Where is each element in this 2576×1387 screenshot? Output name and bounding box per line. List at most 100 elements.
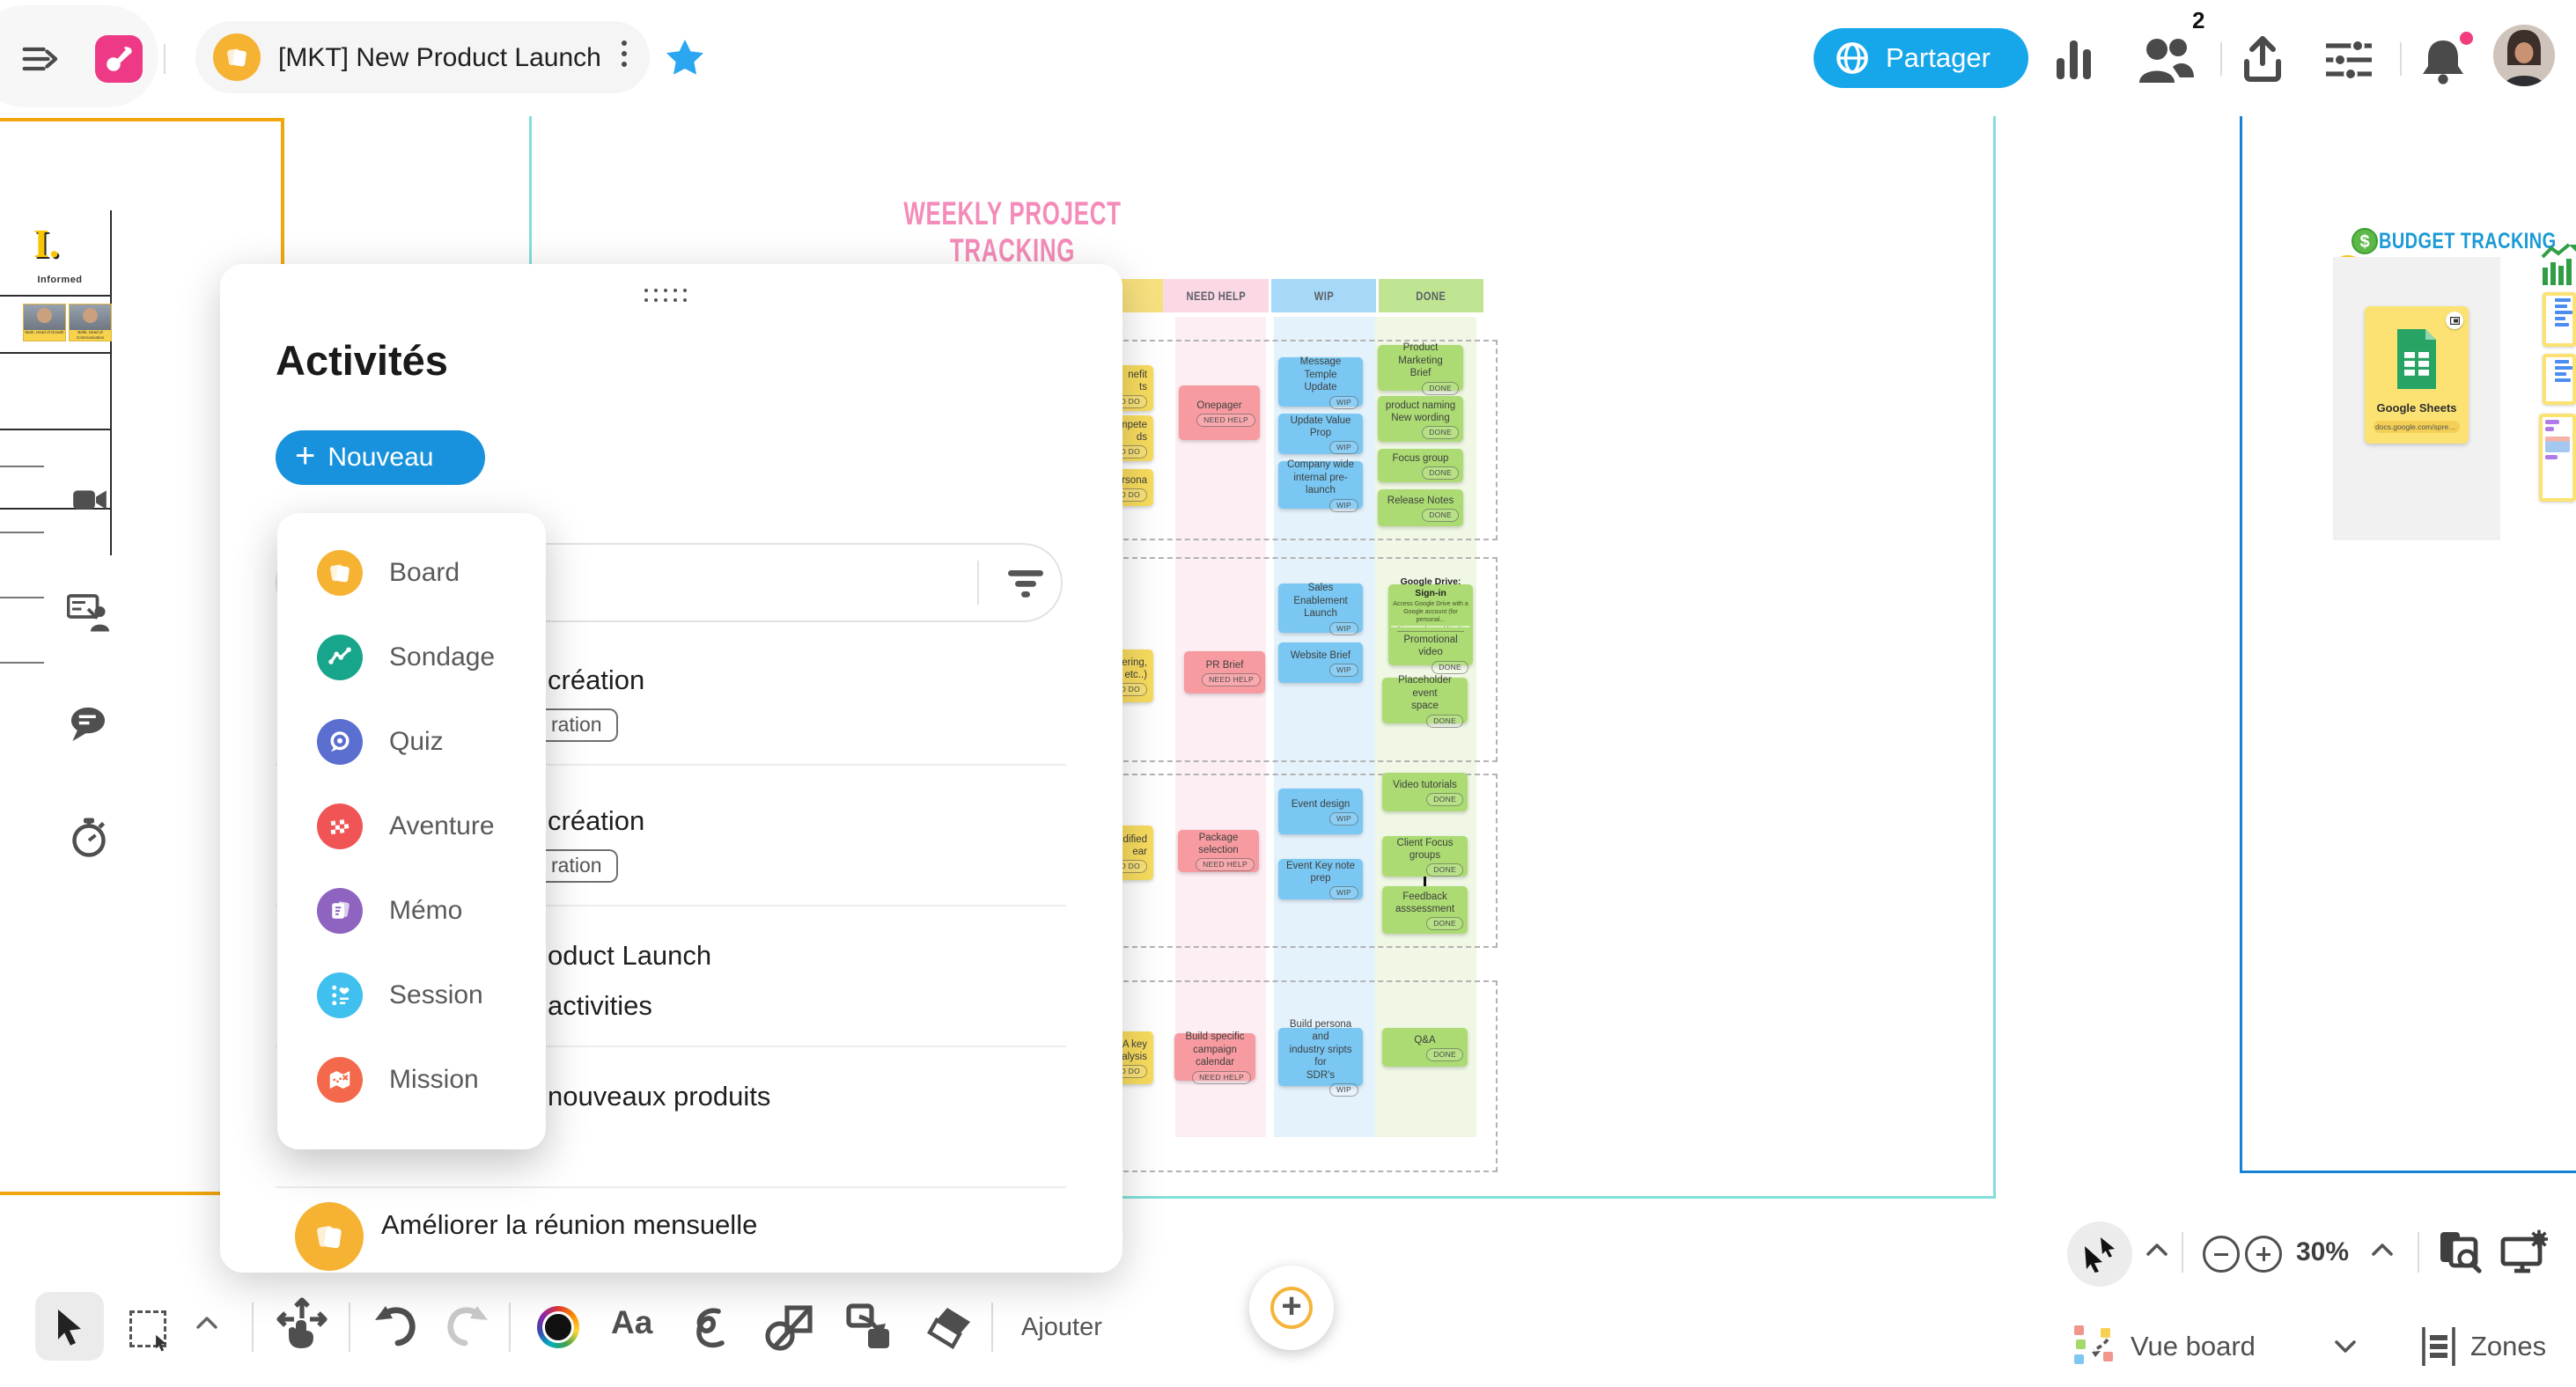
table-line bbox=[110, 210, 112, 555]
sticky-note[interactable]: Update Value Prop WIP bbox=[1278, 414, 1363, 455]
board-title-pill[interactable]: [MKT] New Product Launch bbox=[195, 21, 650, 93]
favorite-star-icon[interactable] bbox=[664, 37, 706, 79]
undo-button[interactable] bbox=[373, 1303, 419, 1350]
pan-tool[interactable] bbox=[276, 1297, 328, 1352]
eraser-tool[interactable] bbox=[923, 1303, 974, 1352]
sticky-note[interactable]: Package selection NEED HELP bbox=[1178, 830, 1259, 872]
new-activity-button[interactable]: + Nouveau bbox=[276, 430, 485, 485]
select-tool[interactable] bbox=[53, 1308, 86, 1347]
redo-button[interactable] bbox=[444, 1303, 489, 1350]
column-tint-need-help bbox=[1175, 317, 1266, 1137]
panel-title: Activités bbox=[276, 337, 448, 384]
sticky-note[interactable]: Focus group DONE bbox=[1378, 449, 1463, 482]
notifications-bell-icon[interactable] bbox=[2421, 37, 2465, 84]
zoom-level[interactable]: 30% bbox=[2296, 1237, 2350, 1266]
activity-row-title[interactable]: Améliorer la réunion mensuelle bbox=[381, 1209, 758, 1240]
team-photo[interactable]: Mark, Head of Growth bbox=[23, 304, 66, 341]
sticky-note[interactable]: PR Brief NEED HELP bbox=[1184, 651, 1265, 694]
share-label: Partager bbox=[1886, 42, 1991, 73]
sticky-note[interactable]: Build specific campaign calendar NEED HEL… bbox=[1174, 1031, 1255, 1084]
sticky-note[interactable]: Sales Enablement Launch WIP bbox=[1278, 583, 1363, 635]
sidebar-toggle-icon[interactable] bbox=[21, 42, 60, 76]
participants-icon[interactable] bbox=[2138, 35, 2194, 86]
color-picker[interactable] bbox=[537, 1306, 579, 1348]
sticky-note[interactable]: Company wide internal pre-launch WIP bbox=[1278, 459, 1363, 512]
memo-icon bbox=[317, 888, 363, 934]
menu-item-memo[interactable]: Mémo bbox=[277, 869, 546, 953]
pen-tool[interactable] bbox=[688, 1304, 734, 1352]
activity-row-subtitle: activities bbox=[548, 990, 652, 1021]
chevron-up-icon[interactable] bbox=[195, 1315, 218, 1331]
menu-item-quiz[interactable]: Quiz bbox=[277, 700, 546, 784]
sticky-note[interactable]: Product Marketing Brief DONE bbox=[1378, 342, 1463, 395]
activity-row-title[interactable]: création bbox=[548, 664, 645, 695]
menu-item-session[interactable]: Session bbox=[277, 953, 546, 1038]
view-selector[interactable]: Vue board bbox=[2131, 1331, 2256, 1361]
export-icon[interactable] bbox=[2241, 35, 2284, 83]
sticky-note[interactable]: Build persona and industry sripts for SD… bbox=[1278, 1019, 1363, 1097]
board-icon bbox=[213, 33, 261, 81]
filter-icon[interactable] bbox=[1005, 567, 1047, 600]
marquee-select-tool[interactable] bbox=[125, 1306, 171, 1352]
zoom-out-button[interactable] bbox=[2203, 1236, 2240, 1273]
weekly-tracking-title: WEEKLY PROJECT TRACKING bbox=[903, 195, 1122, 268]
add-content-button[interactable]: + bbox=[1249, 1266, 1334, 1350]
sticky-note[interactable]: Release Notes DONE bbox=[1378, 489, 1463, 526]
budget-mini-chart[interactable] bbox=[2543, 354, 2576, 405]
team-photo[interactable]: Belle, Head of Communication bbox=[69, 304, 112, 341]
menu-item-sondage[interactable]: Sondage bbox=[277, 615, 546, 700]
drive-link-card[interactable]: Google Drive: Sign-in Access Google Driv… bbox=[1388, 576, 1473, 674]
globe-icon bbox=[1836, 42, 1868, 74]
face bbox=[83, 308, 98, 323]
divider bbox=[1397, 630, 1464, 632]
sticky-note[interactable]: Client Focus groups DONE bbox=[1382, 836, 1468, 877]
sticky-note[interactable]: Website Brief WIP bbox=[1278, 642, 1363, 683]
sheet-card-url[interactable]: docs.google.com/sprea... bbox=[2374, 421, 2460, 433]
activity-row-title[interactable]: nouveaux produits bbox=[548, 1081, 771, 1112]
menu-item-aventure[interactable]: Aventure bbox=[277, 784, 546, 869]
chevron-down-icon[interactable] bbox=[2333, 1338, 2358, 1355]
photo-caption: Mark, Head of Growth bbox=[24, 330, 65, 341]
sticky-note[interactable]: Event Key note prep WIP bbox=[1278, 859, 1363, 900]
drag-handle[interactable] bbox=[644, 289, 687, 302]
sticky-note[interactable]: product naming New wording DONE bbox=[1378, 396, 1463, 442]
board-menu-icon[interactable] bbox=[622, 40, 627, 67]
activity-row-title[interactable]: oduct Launch bbox=[548, 940, 712, 971]
budget-mini-chart[interactable] bbox=[2539, 414, 2576, 502]
sticky-note[interactable]: Q&A DONE bbox=[1382, 1028, 1468, 1067]
user-avatar[interactable] bbox=[2493, 25, 2555, 86]
menu-item-board[interactable]: Board bbox=[277, 531, 546, 615]
drive-link[interactable]: drive.google.com/drive/... bbox=[1390, 625, 1471, 627]
menu-item-mission[interactable]: Mission bbox=[277, 1038, 546, 1122]
google-sheets-card[interactable]: Google Sheets docs.google.com/sprea... bbox=[2365, 306, 2469, 444]
adventure-icon bbox=[317, 804, 363, 849]
chevron-up-icon[interactable] bbox=[2370, 1241, 2395, 1259]
new-activity-dropdown: Board Sondage Quiz Aventure Mémo Session bbox=[277, 513, 546, 1149]
stats-icon[interactable] bbox=[2055, 37, 2094, 83]
activity-row-badge: ration bbox=[542, 849, 618, 883]
expand-icon[interactable] bbox=[2446, 312, 2463, 329]
board-preview-icon[interactable] bbox=[2437, 1229, 2483, 1276]
add-label[interactable]: Ajouter bbox=[1021, 1313, 1102, 1341]
screen-settings-icon[interactable] bbox=[2500, 1229, 2548, 1276]
sticky-note[interactable]: Message Temple Update WIP bbox=[1278, 356, 1363, 409]
sticky-note[interactable]: Event design WIP bbox=[1278, 789, 1363, 834]
klaxoon-logo[interactable] bbox=[95, 35, 143, 83]
shapes-tool[interactable] bbox=[764, 1303, 815, 1352]
timer-icon bbox=[72, 818, 106, 857]
zoom-in-button[interactable] bbox=[2245, 1236, 2282, 1273]
budget-mini-chart[interactable] bbox=[2543, 292, 2576, 347]
text-tool[interactable]: Aa bbox=[611, 1304, 653, 1340]
collaborator-cursors-toggle[interactable] bbox=[2067, 1222, 2132, 1287]
settings-sliders-icon[interactable] bbox=[2324, 39, 2374, 81]
budget-tracking-frame[interactable] bbox=[2240, 93, 2576, 1173]
sticky-note[interactable]: Onepager NEED HELP bbox=[1179, 385, 1260, 440]
sticky-note[interactable]: Feedback asssessment DONE bbox=[1382, 886, 1468, 934]
share-button[interactable]: Partager bbox=[1814, 28, 2028, 88]
duplicate-tool[interactable] bbox=[845, 1303, 893, 1352]
activity-row-title[interactable]: création bbox=[548, 805, 645, 836]
sticky-note[interactable]: Placeholder event space DONE bbox=[1382, 675, 1468, 728]
zones-button[interactable]: Zones bbox=[2470, 1331, 2547, 1361]
sticky-note[interactable]: Video tutorials DONE bbox=[1382, 773, 1468, 811]
chevron-up-icon[interactable] bbox=[2145, 1241, 2169, 1259]
